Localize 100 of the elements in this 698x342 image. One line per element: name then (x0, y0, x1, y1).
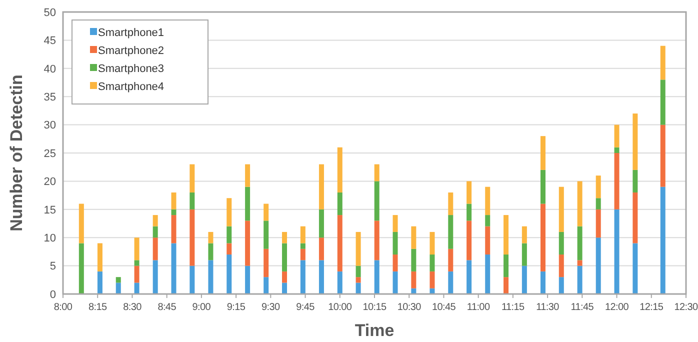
bar (448, 271, 454, 294)
bar (392, 254, 398, 272)
bar (282, 232, 288, 244)
legend-label: Smartphone1 (98, 26, 164, 39)
bar (190, 164, 195, 192)
bar (190, 266, 195, 294)
bar (558, 186, 564, 232)
bar (411, 271, 416, 288)
bar (78, 204, 84, 244)
x-tick-label: 8:00 (54, 302, 73, 313)
bar (430, 271, 435, 288)
bar (171, 243, 176, 294)
x-tick-label: 9:00 (192, 302, 212, 313)
bar (392, 271, 398, 294)
bar (134, 266, 140, 283)
bar (208, 260, 214, 294)
bar (485, 226, 490, 255)
bar (245, 266, 250, 294)
bar (374, 164, 380, 182)
bar (448, 192, 454, 216)
bar (558, 277, 564, 294)
y-tick-label: 0 (50, 288, 56, 301)
bar (264, 248, 269, 278)
bar (356, 266, 361, 278)
bar (466, 181, 472, 204)
bar (152, 260, 158, 294)
bar (374, 181, 380, 221)
bar (577, 260, 582, 266)
bar (190, 192, 195, 210)
bar (300, 260, 306, 294)
bar (245, 164, 250, 187)
y-tick-label: 25 (44, 148, 56, 160)
bar (337, 215, 342, 272)
bar (540, 271, 546, 294)
bar (245, 186, 250, 221)
bar (97, 271, 102, 294)
bar (152, 226, 158, 238)
legend-label: Smartphone4 (98, 80, 164, 93)
bar (522, 243, 527, 266)
bar (485, 254, 490, 294)
x-tick-label: 8:15 (88, 302, 108, 313)
bar (660, 46, 666, 80)
bar (171, 215, 176, 244)
bar (282, 271, 288, 283)
bar (226, 226, 232, 244)
y-tick-label: 15 (44, 204, 56, 216)
bar (614, 153, 620, 210)
bar (632, 114, 638, 170)
x-tick-label: 10:45 (432, 302, 456, 313)
bar (522, 266, 527, 294)
bar (596, 198, 601, 210)
bar (540, 204, 546, 272)
bar (596, 176, 601, 198)
x-tick-label: 8:30 (123, 302, 142, 313)
bar (448, 215, 454, 249)
bar (392, 232, 398, 255)
bar (337, 147, 342, 192)
bar (596, 209, 601, 238)
x-tick-label: 9:45 (296, 302, 316, 313)
bar (660, 124, 666, 187)
y-tick-label: 35 (44, 91, 56, 104)
bar (614, 147, 620, 153)
bar (245, 220, 250, 266)
bar (300, 226, 306, 244)
bar (485, 215, 490, 226)
bar (577, 266, 582, 294)
x-tick-label: 11:00 (466, 302, 490, 313)
bar (116, 277, 121, 283)
bar (466, 204, 472, 221)
bar (116, 282, 121, 294)
bar (660, 186, 666, 294)
bar (392, 215, 398, 232)
bar (632, 243, 638, 294)
bar (318, 209, 324, 238)
bar (190, 209, 195, 266)
bar (614, 124, 620, 148)
bar (522, 226, 527, 244)
x-tick-label: 10:30 (397, 302, 422, 313)
bar (504, 215, 509, 255)
bar (318, 260, 324, 294)
legend-label: Smartphone3 (98, 62, 164, 75)
x-tick-label: 8:45 (158, 302, 177, 313)
bar (660, 80, 666, 125)
x-tick-label: 9:15 (226, 302, 246, 313)
bar (596, 238, 601, 294)
bar (558, 232, 564, 255)
x-tick-label: 11:45 (570, 302, 594, 313)
bar (300, 248, 306, 260)
bar (226, 254, 232, 294)
x-tick-label: 12:30 (674, 302, 698, 313)
x-tick-label: 12:15 (640, 302, 664, 313)
bar (318, 238, 324, 260)
y-tick-label: 20 (44, 176, 56, 188)
bar (282, 282, 288, 294)
bar (171, 192, 176, 210)
bar (374, 260, 380, 294)
bar (448, 248, 454, 272)
bar (264, 204, 269, 221)
bar (78, 243, 84, 294)
bar (466, 220, 472, 260)
